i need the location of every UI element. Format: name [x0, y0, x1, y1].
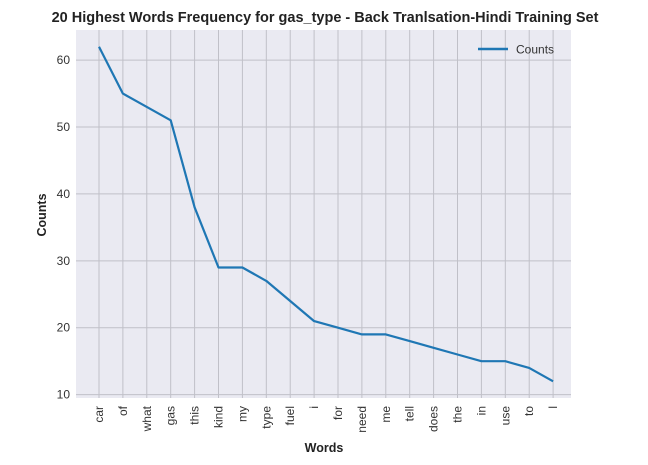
- x-tick-label: what: [140, 405, 154, 432]
- y-tick-labels: 10 20 30 40 50 60: [57, 53, 71, 402]
- x-tick-label: tell: [403, 406, 417, 421]
- x-tick-labels: car of what gas this kind my type fuel i for need me…: [92, 405, 560, 432]
- x-tick-label: the: [451, 406, 465, 423]
- x-tick-label: of: [116, 405, 130, 416]
- x-gridlines: [98, 30, 554, 398]
- series-line-counts: [98, 46, 554, 383]
- x-tick-label: this: [188, 406, 202, 425]
- y-gridlines: [76, 59, 571, 396]
- x-tick-label: kind: [212, 406, 226, 428]
- x-tick-label: use: [498, 406, 512, 426]
- x-tick-label: me: [379, 406, 393, 423]
- x-tick-label: type: [259, 406, 273, 429]
- y-tick-label: 60: [57, 53, 71, 67]
- chart-title: 20 Highest Words Frequency for gas_type …: [52, 10, 599, 26]
- x-tick-label: does: [427, 406, 441, 432]
- legend-label-counts: Counts: [516, 43, 554, 57]
- x-tick-label: my: [235, 406, 249, 422]
- x-tick-label: in: [474, 406, 488, 415]
- plot-area: [76, 30, 571, 398]
- x-tick-label: l: [546, 406, 560, 409]
- y-tick-label: 20: [57, 321, 71, 335]
- x-tick-label: car: [92, 406, 106, 423]
- y-tick-label: 30: [57, 254, 71, 268]
- y-tick-label: 50: [57, 120, 71, 134]
- y-tick-label: 40: [57, 187, 71, 201]
- x-tick-label: to: [522, 406, 536, 416]
- legend: Counts: [478, 43, 554, 57]
- x-tick-label: i: [307, 406, 321, 409]
- x-tick-label: for: [331, 406, 345, 420]
- x-axis-label: Words: [305, 441, 344, 455]
- y-axis-label: Counts: [35, 193, 49, 236]
- x-tick-label: need: [355, 406, 369, 433]
- x-tick-label: fuel: [283, 406, 297, 425]
- x-tick-label: gas: [164, 406, 178, 425]
- y-tick-label: 10: [57, 388, 71, 402]
